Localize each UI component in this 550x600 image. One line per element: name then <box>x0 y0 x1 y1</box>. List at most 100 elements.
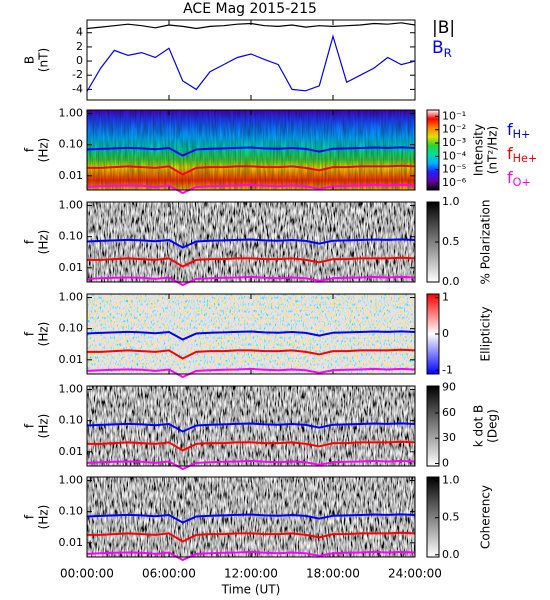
y-axis-label: f <box>23 423 37 428</box>
y-tick-label: 0.01 <box>59 536 84 549</box>
legend-name: f <box>507 120 513 139</box>
y-axis-label: f <box>23 147 37 152</box>
legend-name: B <box>432 38 444 58</box>
legend-entry: fH+ <box>507 120 530 142</box>
colorbar-label: Ellipticity <box>479 307 493 362</box>
y-axis-label: (Hz) <box>37 322 51 347</box>
y-axis-label: (Hz) <box>37 230 51 255</box>
y-tick-label: 0.01 <box>59 169 84 182</box>
chart-title: ACE Mag 2015-215 <box>183 1 317 17</box>
legend-entry: |B| <box>432 18 455 38</box>
x-axis-label: Time (UT) <box>221 583 281 597</box>
x-tick-label: 06:00:00 <box>142 567 196 581</box>
legend-subscript: H+ <box>513 128 531 141</box>
colorbar-tick-label: 10⁻⁵ <box>442 163 466 176</box>
y-axis-label: (nT) <box>37 48 51 72</box>
y-tick-label: 0 <box>76 54 83 67</box>
y-tick-label: 0.01 <box>59 445 84 458</box>
legend-subscript: R <box>444 46 452 60</box>
colorbar-label: Coherency <box>479 485 493 549</box>
data-line <box>86 422 416 433</box>
y-tick-label: -4 <box>72 82 83 95</box>
y-tick-label: 1.00 <box>59 291 84 304</box>
colorbar-tick-label: 10⁻² <box>442 123 466 136</box>
data-line <box>87 440 416 452</box>
colorbar-label: (nT²/Hz) <box>486 126 500 174</box>
colorbar-tick-label: 90 <box>442 381 456 394</box>
data-line <box>86 34 416 92</box>
y-tick-label: 1.00 <box>59 383 84 396</box>
x-tick-label: 18:00:00 <box>306 567 360 581</box>
colorbar <box>426 109 440 191</box>
data-line <box>86 183 416 195</box>
colorbar-tick-label: 0.0 <box>442 275 460 288</box>
spectrogram-image <box>87 386 415 466</box>
colorbar <box>426 385 440 467</box>
data-line <box>87 531 416 543</box>
y-axis-label: B <box>23 56 37 64</box>
colorbar-label: % Polarization <box>479 200 493 285</box>
data-line <box>86 275 416 287</box>
colorbar-tick-label: 0 <box>442 456 449 469</box>
y-axis-label: (Hz) <box>37 138 51 163</box>
colorbar-label: Intensity <box>472 124 486 176</box>
legend-name: f <box>507 168 513 187</box>
plot-frame <box>86 293 416 375</box>
colorbar-tick-label: 10⁻¹ <box>442 109 466 122</box>
y-tick-label: 2 <box>76 40 83 53</box>
y-tick-label: 0.10 <box>59 505 84 518</box>
plot-frame <box>86 201 416 283</box>
y-tick-label: 4 <box>76 26 83 39</box>
y-tick-label: 0.10 <box>59 230 84 243</box>
colorbar-tick-label: 0.0 <box>442 548 460 561</box>
plot-frame <box>86 385 416 467</box>
legend-name: |B| <box>432 18 455 38</box>
colorbar-tick-label: 30 <box>442 431 456 444</box>
plot-frame <box>86 476 416 558</box>
legend-entry: BR <box>432 38 452 60</box>
colorbar-tick-label: 1 <box>442 291 449 304</box>
y-tick-label: 1.00 <box>59 474 84 487</box>
legend-entry: fHe+ <box>507 144 537 166</box>
data-line <box>86 238 416 249</box>
x-tick-label: 12:00:00 <box>224 567 278 581</box>
spectrogram-image <box>87 477 415 557</box>
colorbar-label: k dot B <box>472 405 486 447</box>
data-line <box>87 164 416 176</box>
legend-entry: fO+ <box>507 168 531 190</box>
x-tick-label: 24:00:00 <box>388 567 442 581</box>
y-tick-label: 0.01 <box>59 261 84 274</box>
colorbar-tick-label: 0 <box>442 327 449 340</box>
colorbar <box>426 476 440 558</box>
y-axis-label: (Hz) <box>37 505 51 530</box>
legend-subscript: He+ <box>513 152 538 165</box>
plot-frame <box>86 109 416 191</box>
colorbar-tick-label: 1.0 <box>442 474 460 487</box>
colorbar-tick-label: 0.5 <box>442 511 460 524</box>
colorbar-tick-label: 10⁻⁶ <box>442 176 467 189</box>
colorbar-tick-label: 0.5 <box>442 235 460 248</box>
colorbar-tick-label: -1 <box>442 363 453 376</box>
data-line <box>87 348 416 360</box>
data-line <box>86 330 416 341</box>
colorbar-tick-label: 10⁻⁴ <box>442 149 467 162</box>
y-axis-label: f <box>23 514 37 519</box>
y-tick-label: 0.10 <box>59 414 84 427</box>
data-line <box>86 513 416 524</box>
data-line <box>86 22 416 30</box>
spectrogram-image <box>87 202 415 282</box>
y-axis-label: f <box>23 239 37 244</box>
data-line <box>86 459 416 471</box>
colorbar-tick-label: 1.0 <box>442 195 460 208</box>
colorbar-tick-label: 60 <box>442 406 456 419</box>
colorbar-label: (Deg) <box>486 409 500 443</box>
data-line <box>86 550 416 562</box>
y-axis-label: f <box>23 331 37 336</box>
colorbar-tick-label: 10⁻³ <box>442 136 466 149</box>
data-line <box>86 146 416 157</box>
y-tick-label: 1.00 <box>59 107 84 120</box>
y-tick-label: 0.10 <box>59 322 84 335</box>
data-line <box>87 256 416 268</box>
y-tick-label: -2 <box>72 68 83 81</box>
